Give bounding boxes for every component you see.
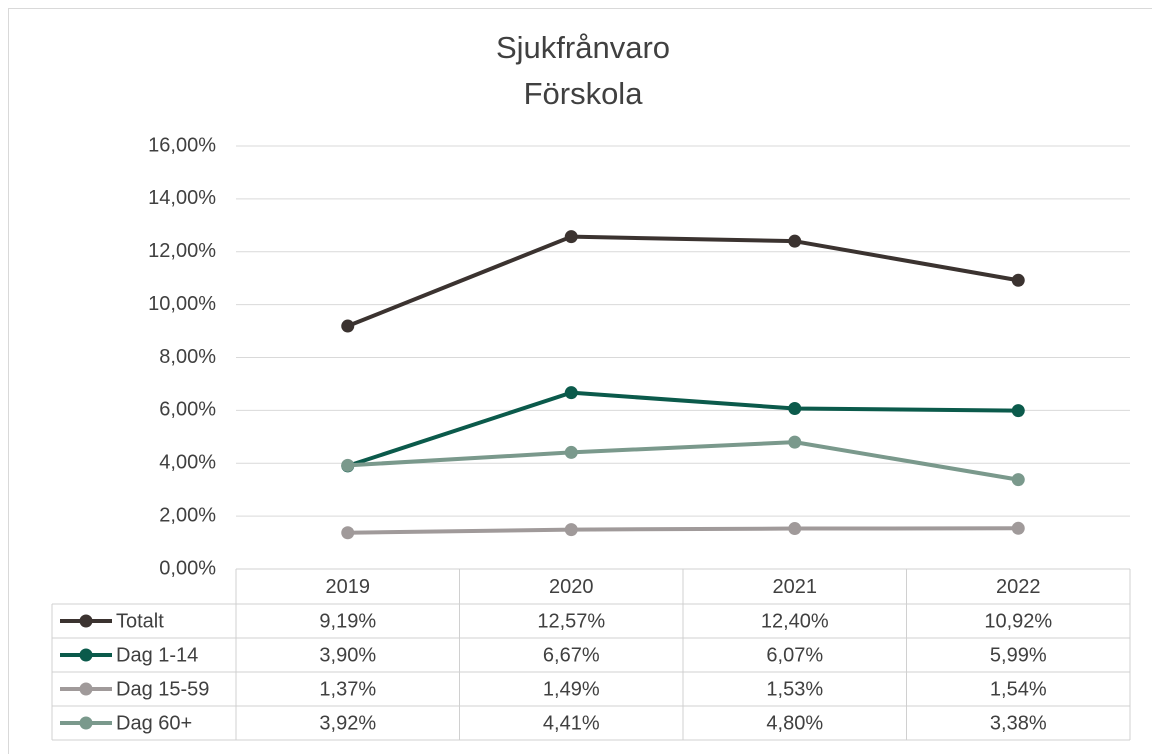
table-cell: 3,90% — [319, 644, 376, 666]
table-cell: 9,19% — [319, 610, 376, 632]
chart-title: Förskola — [524, 76, 644, 111]
data-point — [341, 319, 355, 333]
data-point — [1011, 273, 1025, 287]
table-cell: 12,40% — [761, 610, 829, 632]
x-tick-label: 2019 — [326, 576, 371, 598]
chart-title: Sjukfrånvaro — [496, 30, 670, 65]
y-tick-label: 4,00% — [159, 452, 216, 474]
series-line — [347, 440, 1019, 482]
table-cell: 6,67% — [543, 644, 600, 666]
data-point — [1011, 404, 1025, 418]
y-tick-label: 8,00% — [159, 346, 216, 368]
legend-marker — [79, 682, 93, 696]
legend-label: Totalt — [116, 610, 164, 632]
x-tick-label: 2020 — [549, 576, 594, 598]
data-point — [788, 402, 802, 416]
data-point — [1011, 521, 1025, 535]
y-tick-label: 6,00% — [159, 399, 216, 421]
data-point — [788, 435, 802, 449]
data-point — [564, 523, 578, 537]
table-cell: 10,92% — [984, 610, 1052, 632]
legend-label: Dag 1-14 — [116, 644, 198, 666]
x-tick-label: 2021 — [773, 576, 818, 598]
legend-marker — [79, 648, 93, 662]
y-tick-label: 14,00% — [148, 187, 216, 209]
table-cell: 12,57% — [537, 610, 605, 632]
table-cell: 4,41% — [543, 712, 600, 734]
y-tick-label: 2,00% — [159, 504, 216, 526]
series-line — [347, 234, 1019, 328]
y-tick-label: 10,00% — [148, 293, 216, 315]
data-point — [341, 458, 355, 472]
table-cell: 1,54% — [990, 678, 1047, 700]
data-point — [564, 230, 578, 244]
table-cell: 6,07% — [766, 644, 823, 666]
y-tick-label: 12,00% — [148, 240, 216, 262]
data-point — [564, 445, 578, 459]
legend-marker — [79, 716, 93, 730]
table-cell: 4,80% — [766, 712, 823, 734]
y-tick-label: 0,00% — [159, 557, 216, 579]
data-point — [1011, 473, 1025, 487]
table-cell: 1,53% — [766, 678, 823, 700]
legend-marker — [79, 614, 93, 628]
series-line — [347, 390, 1019, 468]
x-tick-label: 2022 — [996, 576, 1041, 598]
table-cell: 5,99% — [990, 644, 1047, 666]
table-cell: 3,38% — [990, 712, 1047, 734]
y-tick-label: 16,00% — [148, 134, 216, 156]
data-point — [788, 522, 802, 536]
table-cell: 1,49% — [543, 678, 600, 700]
series-line — [347, 526, 1019, 535]
data-point — [788, 234, 802, 248]
data-point — [341, 526, 355, 540]
legend-label: Dag 15-59 — [116, 678, 209, 700]
legend-label: Dag 60+ — [116, 712, 192, 734]
data-point — [564, 386, 578, 400]
table-cell: 3,92% — [319, 712, 376, 734]
table-cell: 1,37% — [319, 678, 376, 700]
chart-border — [8, 8, 1152, 754]
